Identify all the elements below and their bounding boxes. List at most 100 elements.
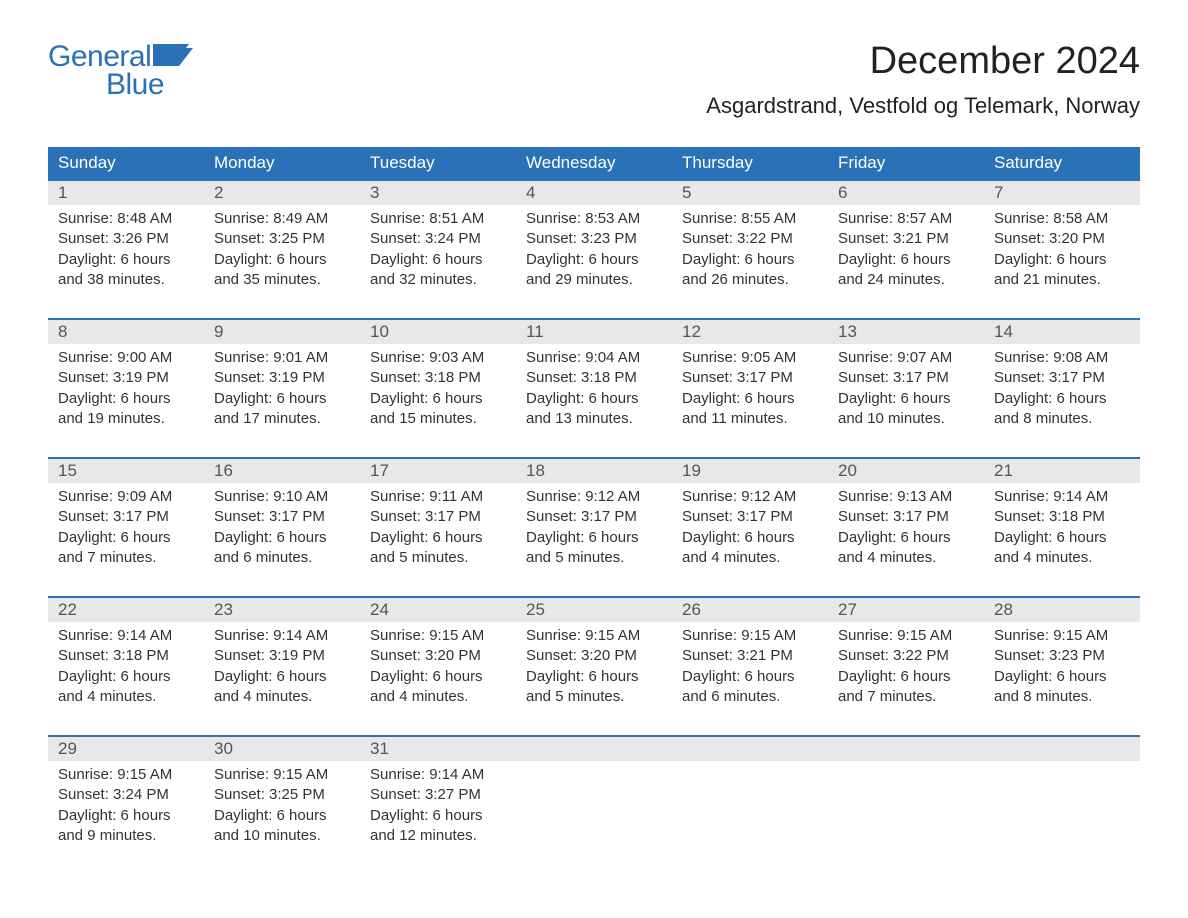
sunrise-text: Sunrise: 9:00 AM [58,348,194,368]
sunset-text: Sunset: 3:18 PM [994,507,1130,527]
weekday-header: Saturday [984,147,1140,179]
day-cell [516,761,672,852]
weekday-header: Sunday [48,147,204,179]
day-cell: Sunrise: 9:01 AMSunset: 3:19 PMDaylight:… [204,344,360,435]
weekday-header: Wednesday [516,147,672,179]
daylight-text: and 26 minutes. [682,270,818,290]
day-cell: Sunrise: 8:49 AMSunset: 3:25 PMDaylight:… [204,205,360,296]
sunset-text: Sunset: 3:17 PM [682,507,818,527]
weeks-container: 1234567Sunrise: 8:48 AMSunset: 3:26 PMDa… [48,179,1140,852]
brand-logo: General Blue [48,40,193,102]
day-cell [828,761,984,852]
daylight-text: and 8 minutes. [994,409,1130,429]
daylight-text: and 4 minutes. [994,548,1130,568]
daylight-text: and 12 minutes. [370,826,506,846]
week-block: 15161718192021Sunrise: 9:09 AMSunset: 3:… [48,457,1140,574]
day-cell: Sunrise: 9:12 AMSunset: 3:17 PMDaylight:… [672,483,828,574]
day-number-row: 15161718192021 [48,459,1140,483]
daylight-text: Daylight: 6 hours [682,250,818,270]
daylight-text: and 5 minutes. [370,548,506,568]
sunrise-text: Sunrise: 9:07 AM [838,348,974,368]
day-cell: Sunrise: 9:12 AMSunset: 3:17 PMDaylight:… [516,483,672,574]
day-number: 6 [828,181,984,205]
day-number: 16 [204,459,360,483]
sunset-text: Sunset: 3:18 PM [58,646,194,666]
daylight-text: Daylight: 6 hours [214,806,350,826]
day-cell: Sunrise: 9:15 AMSunset: 3:22 PMDaylight:… [828,622,984,713]
weekday-header: Thursday [672,147,828,179]
day-number: 10 [360,320,516,344]
day-number: 28 [984,598,1140,622]
day-cell: Sunrise: 9:13 AMSunset: 3:17 PMDaylight:… [828,483,984,574]
day-number [984,737,1140,761]
sunset-text: Sunset: 3:17 PM [214,507,350,527]
day-number: 27 [828,598,984,622]
day-cell: Sunrise: 8:58 AMSunset: 3:20 PMDaylight:… [984,205,1140,296]
daylight-text: and 21 minutes. [994,270,1130,290]
daylight-text: Daylight: 6 hours [526,389,662,409]
sunset-text: Sunset: 3:17 PM [370,507,506,527]
sunset-text: Sunset: 3:17 PM [994,368,1130,388]
day-cell: Sunrise: 9:14 AMSunset: 3:18 PMDaylight:… [48,622,204,713]
day-number [672,737,828,761]
day-number [828,737,984,761]
sunrise-text: Sunrise: 9:01 AM [214,348,350,368]
location-subtitle: Asgardstrand, Vestfold og Telemark, Norw… [706,93,1140,119]
day-number: 2 [204,181,360,205]
sunset-text: Sunset: 3:20 PM [370,646,506,666]
sunrise-text: Sunrise: 9:15 AM [214,765,350,785]
day-number: 26 [672,598,828,622]
day-cell [672,761,828,852]
daylight-text: Daylight: 6 hours [214,250,350,270]
day-cell: Sunrise: 9:15 AMSunset: 3:25 PMDaylight:… [204,761,360,852]
sunrise-text: Sunrise: 9:10 AM [214,487,350,507]
daylight-text: Daylight: 6 hours [58,667,194,687]
sunrise-text: Sunrise: 9:15 AM [838,626,974,646]
weekday-header: Tuesday [360,147,516,179]
sunrise-text: Sunrise: 9:04 AM [526,348,662,368]
sunrise-text: Sunrise: 9:14 AM [58,626,194,646]
daylight-text: Daylight: 6 hours [994,250,1130,270]
day-number: 13 [828,320,984,344]
day-cell: Sunrise: 8:51 AMSunset: 3:24 PMDaylight:… [360,205,516,296]
daylight-text: and 4 minutes. [370,687,506,707]
daylight-text: and 4 minutes. [58,687,194,707]
day-number: 25 [516,598,672,622]
daylight-text: and 19 minutes. [58,409,194,429]
week-block: 293031Sunrise: 9:15 AMSunset: 3:24 PMDay… [48,735,1140,852]
daylight-text: and 9 minutes. [58,826,194,846]
week-block: 891011121314Sunrise: 9:00 AMSunset: 3:19… [48,318,1140,435]
day-cell: Sunrise: 9:15 AMSunset: 3:23 PMDaylight:… [984,622,1140,713]
daylight-text: and 8 minutes. [994,687,1130,707]
sunset-text: Sunset: 3:19 PM [58,368,194,388]
daylight-text: and 32 minutes. [370,270,506,290]
daylight-text: and 17 minutes. [214,409,350,429]
calendar: SundayMondayTuesdayWednesdayThursdayFrid… [48,147,1140,852]
daylight-text: Daylight: 6 hours [214,528,350,548]
daylight-text: Daylight: 6 hours [370,389,506,409]
daylight-text: Daylight: 6 hours [58,528,194,548]
sunrise-text: Sunrise: 8:55 AM [682,209,818,229]
sunset-text: Sunset: 3:23 PM [526,229,662,249]
sunrise-text: Sunrise: 8:49 AM [214,209,350,229]
day-number: 22 [48,598,204,622]
daylight-text: Daylight: 6 hours [370,528,506,548]
day-cell: Sunrise: 8:57 AMSunset: 3:21 PMDaylight:… [828,205,984,296]
day-number: 20 [828,459,984,483]
day-cell: Sunrise: 8:55 AMSunset: 3:22 PMDaylight:… [672,205,828,296]
daylight-text: and 24 minutes. [838,270,974,290]
day-cell: Sunrise: 9:09 AMSunset: 3:17 PMDaylight:… [48,483,204,574]
sunrise-text: Sunrise: 9:12 AM [682,487,818,507]
sunrise-text: Sunrise: 9:14 AM [214,626,350,646]
sunrise-text: Sunrise: 9:15 AM [526,626,662,646]
weekday-header-row: SundayMondayTuesdayWednesdayThursdayFrid… [48,147,1140,179]
sunset-text: Sunset: 3:18 PM [370,368,506,388]
weekday-header: Friday [828,147,984,179]
sunrise-text: Sunrise: 9:09 AM [58,487,194,507]
sunrise-text: Sunrise: 8:51 AM [370,209,506,229]
daylight-text: and 38 minutes. [58,270,194,290]
day-cell [984,761,1140,852]
day-number: 8 [48,320,204,344]
day-number: 5 [672,181,828,205]
sunrise-text: Sunrise: 9:12 AM [526,487,662,507]
